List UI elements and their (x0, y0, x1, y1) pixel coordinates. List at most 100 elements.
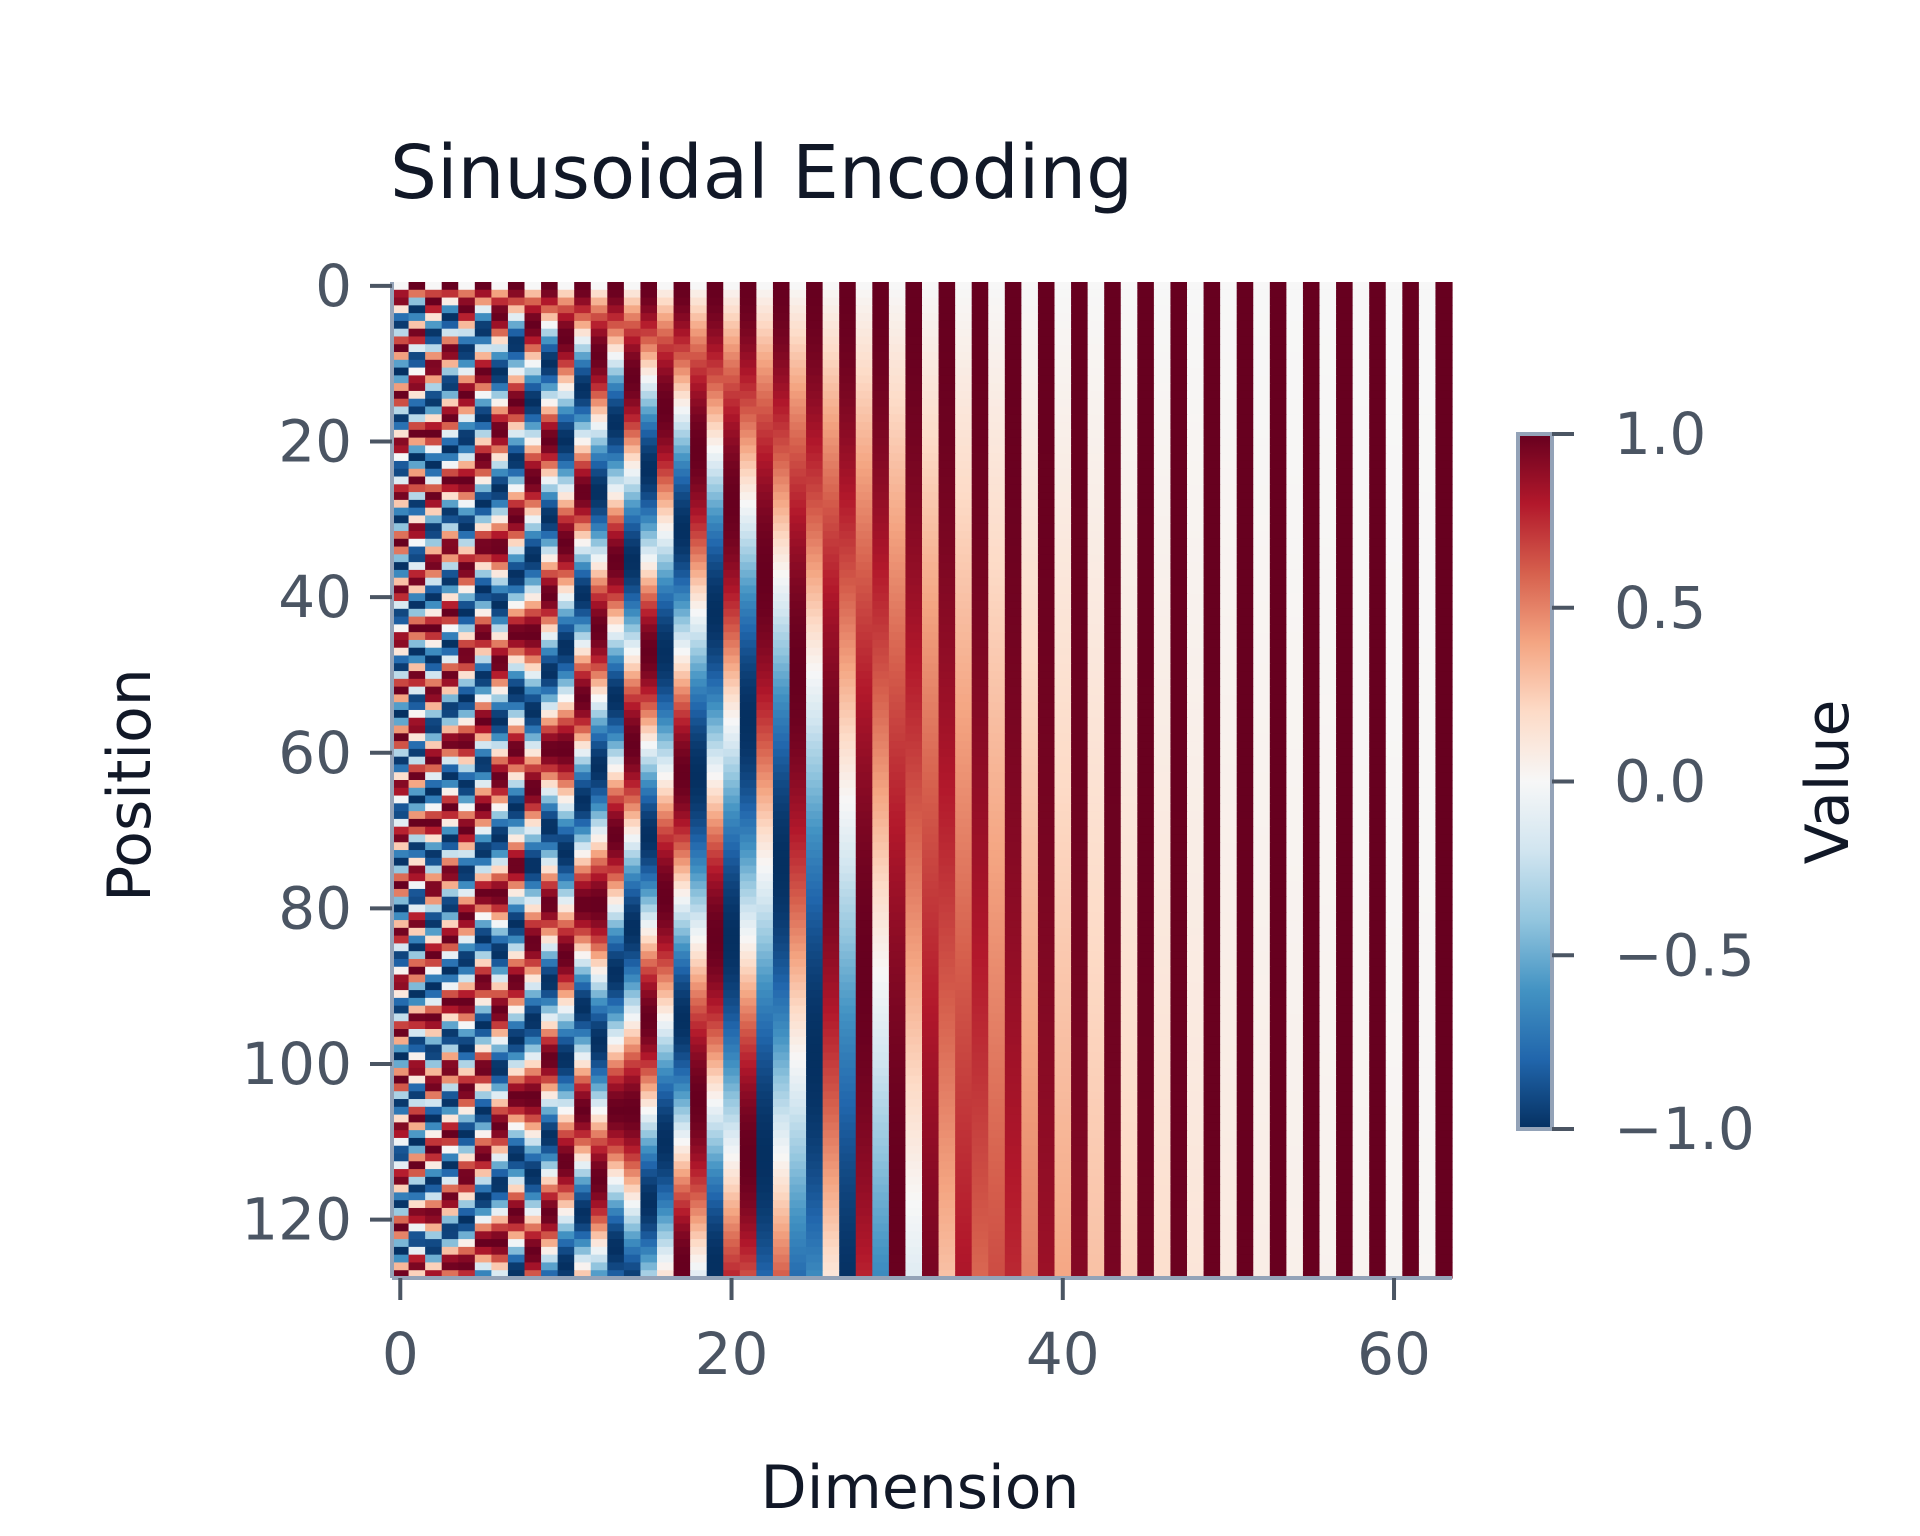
heatmap-cell (1319, 507, 1337, 517)
heatmap-cell (706, 320, 724, 330)
heatmap-cell (1004, 881, 1022, 890)
heatmap-cell (822, 881, 840, 890)
heatmap-cell (392, 818, 410, 828)
heatmap-cell (524, 445, 542, 454)
heatmap-cell (706, 492, 724, 501)
heatmap-cell (1087, 834, 1105, 843)
heatmap-cell (706, 499, 724, 509)
heatmap-cell (425, 352, 443, 361)
heatmap-cell (458, 468, 476, 478)
heatmap-cell (1402, 414, 1420, 423)
heatmap-cell (756, 772, 774, 781)
heatmap-cell (1253, 748, 1271, 758)
heatmap-cell (1037, 297, 1056, 306)
heatmap-cell (1336, 733, 1354, 742)
heatmap-cell (872, 865, 890, 874)
heatmap-cell (1435, 515, 1453, 524)
heatmap-cell (1104, 414, 1122, 423)
heatmap-cell (392, 305, 410, 314)
heatmap-cell (673, 429, 691, 439)
heatmap-cell (474, 647, 492, 657)
heatmap-cell (822, 320, 840, 330)
heatmap-cell (1269, 787, 1287, 797)
heatmap-cell (458, 748, 476, 758)
heatmap-cell (623, 818, 642, 828)
heatmap-cell (1203, 390, 1221, 400)
heatmap-cell (1054, 460, 1072, 470)
heatmap-cell (872, 616, 890, 625)
heatmap-cell (855, 422, 873, 431)
heatmap-cell (1187, 289, 1205, 299)
heatmap-cell (425, 398, 443, 408)
heatmap-cell (640, 538, 658, 548)
heatmap-cell (1336, 663, 1354, 672)
heatmap-cell (1269, 569, 1287, 579)
heatmap-cell (971, 850, 989, 859)
heatmap-cell (574, 531, 592, 540)
heatmap-cell (491, 577, 509, 587)
heatmap-cell (1336, 647, 1354, 657)
heatmap-cell (607, 390, 625, 400)
heatmap-cell (1037, 352, 1056, 361)
heatmap-cell (938, 632, 956, 641)
heatmap-cell (640, 811, 658, 820)
heatmap-cell (590, 881, 608, 890)
heatmap-cell (574, 780, 592, 789)
heatmap-cell (392, 414, 410, 423)
heatmap-cell (855, 282, 873, 291)
heatmap-cell (789, 717, 807, 727)
heatmap-cell (1385, 616, 1403, 625)
heatmap-cell (1054, 414, 1072, 423)
heatmap-cell (1319, 422, 1337, 431)
heatmap-cell (474, 639, 492, 649)
heatmap-cell (1037, 725, 1056, 734)
heatmap-cell (392, 787, 410, 797)
heatmap-cell (839, 873, 857, 882)
heatmap-cell (988, 671, 1006, 680)
heatmap-cell (922, 320, 940, 330)
heatmap-cell (905, 313, 923, 322)
heatmap-cell (458, 787, 476, 797)
heatmap-cell (922, 390, 940, 400)
heatmap-cell (855, 663, 873, 672)
heatmap-cell (657, 787, 675, 797)
heatmap-cell (541, 336, 559, 345)
heatmap-cell (855, 367, 873, 376)
heatmap-cell (706, 655, 724, 664)
heatmap-cell (1071, 725, 1089, 734)
heatmap-cell (822, 780, 840, 789)
heatmap-cell (988, 297, 1006, 306)
heatmap-cell (1004, 344, 1022, 353)
heatmap-cell (971, 655, 989, 664)
heatmap-cell (1369, 336, 1387, 345)
heatmap-cell (756, 375, 774, 384)
heatmap-cell (1021, 554, 1039, 563)
heatmap-cell (1385, 756, 1403, 766)
heatmap-cell (491, 639, 509, 649)
heatmap-cell (706, 593, 724, 602)
heatmap-cell (1220, 834, 1238, 843)
heatmap-cell (557, 608, 575, 618)
heatmap-cell (1253, 476, 1271, 485)
heatmap-cell (1170, 282, 1188, 291)
heatmap-cell (690, 460, 708, 470)
heatmap-cell (524, 601, 542, 610)
heatmap-cell (1203, 577, 1221, 587)
heatmap-cell (1004, 383, 1022, 392)
heatmap-cell (1269, 313, 1287, 322)
heatmap-cell (988, 476, 1006, 485)
heatmap-cell (690, 507, 708, 517)
heatmap-cell (425, 663, 443, 672)
heatmap-cell (1319, 554, 1337, 563)
heatmap-cell (1071, 795, 1089, 804)
heatmap-cell (1203, 639, 1221, 649)
heatmap-cell (955, 639, 973, 649)
heatmap-cell (491, 842, 509, 851)
heatmap-cell (1352, 857, 1370, 867)
heatmap-cell (1319, 336, 1337, 345)
heatmap-cell (1153, 437, 1172, 447)
heatmap-cell (524, 811, 542, 820)
heatmap-cell (425, 554, 443, 563)
heatmap-cell (1220, 305, 1238, 314)
heatmap-cell (640, 881, 658, 890)
